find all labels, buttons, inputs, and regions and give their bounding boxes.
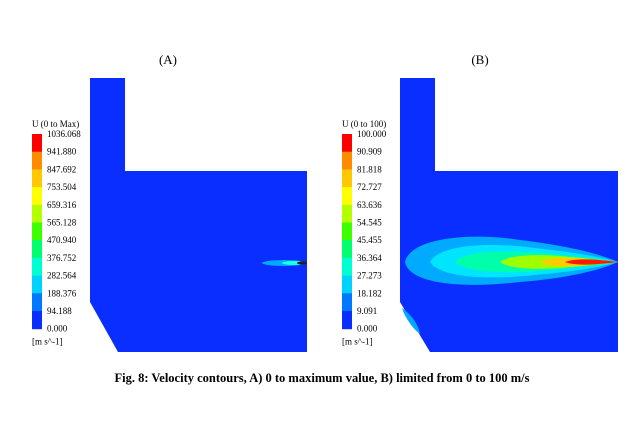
corner-contour: [402, 308, 420, 334]
legend-label: 941.880: [47, 147, 77, 157]
legend-title: U (0 to 100): [342, 119, 386, 129]
legend-swatch: [32, 151, 42, 170]
legend-swatch: [32, 134, 42, 153]
legend-label: 1036.068: [47, 129, 81, 139]
legend-label: 0.000: [357, 324, 378, 334]
legend-swatch: [342, 204, 352, 223]
legend-swatch: [32, 204, 42, 223]
legend-swatch: [32, 240, 42, 259]
legend-label: 188.376: [47, 288, 77, 298]
domain: [90, 78, 307, 352]
legend-swatch: [342, 134, 352, 153]
legend-label: 470.940: [47, 235, 77, 245]
legend-title: U (0 to Max): [32, 119, 79, 129]
legend-label: 94.188: [47, 306, 72, 316]
legend-swatch: [32, 222, 42, 241]
legend-swatch: [32, 169, 42, 188]
legend-swatch: [32, 187, 42, 206]
legend-label: 81.818: [357, 164, 382, 174]
legend-label: 282.564: [47, 271, 77, 281]
legend-label: 27.273: [357, 271, 382, 281]
legend-swatch: [342, 169, 352, 188]
legend-label: 90.909: [357, 147, 382, 157]
legend-label: 9.091: [357, 306, 377, 316]
legend-label: 54.545: [357, 218, 382, 228]
domain: [400, 78, 618, 352]
legend-swatch: [32, 275, 42, 294]
legend-label: 847.692: [47, 164, 76, 174]
legend-swatch: [342, 222, 352, 241]
legend-swatch: [32, 257, 42, 277]
plume-core: [565, 259, 618, 265]
legend-swatch: [32, 293, 42, 312]
legend-unit: [m s^-1]: [32, 337, 62, 347]
legend-label: 63.636: [357, 200, 382, 210]
legend-swatch: [342, 187, 352, 206]
legend-swatch: [32, 311, 42, 330]
legend-swatch: [342, 240, 352, 259]
legend-label: 753.504: [47, 182, 77, 192]
legend-label: 72.727: [357, 182, 382, 192]
legend-label: 45.455: [357, 235, 382, 245]
legend-unit: [m s^-1]: [342, 337, 372, 347]
panel-b: (B): [400, 52, 618, 352]
legend-label: 100.000: [357, 129, 387, 139]
legend-label: 0.000: [47, 324, 68, 334]
legend-label: 18.182: [357, 288, 382, 298]
legend-label: 36.364: [357, 253, 382, 263]
legend-swatch: [342, 311, 352, 330]
panel-a: (A): [90, 52, 307, 352]
legend-swatch: [342, 293, 352, 312]
legend-swatch: [342, 275, 352, 294]
panel-label: (B): [471, 52, 488, 67]
legend-label: 659.316: [47, 200, 77, 210]
legend-swatch: [342, 151, 352, 170]
jet-core: [297, 261, 307, 265]
caption: Fig. 8: Velocity contours, A) 0 to maxim…: [114, 371, 529, 385]
legend-label: 565.128: [47, 218, 77, 228]
legend-label: 376.752: [47, 253, 76, 263]
legend-swatch: [342, 257, 352, 277]
panel-label: (A): [159, 52, 177, 67]
